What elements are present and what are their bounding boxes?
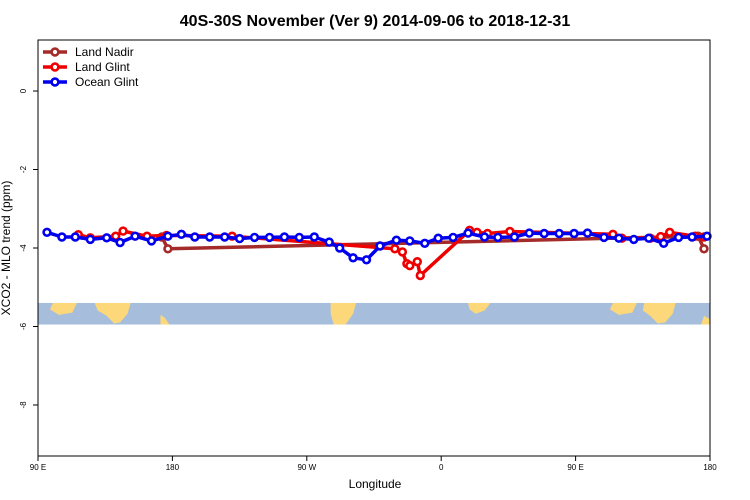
x-tick-label-4: 90 E: [567, 463, 583, 472]
x-tick-label-5: 180: [703, 463, 717, 472]
point-land-glint-11: [412, 257, 422, 267]
point-ocean-glint-31: [493, 232, 503, 243]
point-ocean-glint-4: [101, 233, 112, 243]
point-ocean-glint-26: [420, 238, 430, 249]
x-tick-label-0: 90 E: [30, 463, 46, 472]
point-ocean-glint-14: [249, 232, 260, 243]
point-ocean-glint-15: [264, 232, 275, 243]
point-ocean-glint-10: [190, 232, 200, 242]
point-ocean-glint-20: [335, 243, 345, 253]
new-zealand-land-2: [701, 315, 710, 325]
x-tick-label-3: 0: [439, 463, 444, 472]
y-axis-label: XCO2 - MLO trend (ppm): [0, 181, 13, 316]
point-ocean-glint-23: [375, 241, 385, 251]
point-land-glint-21: [664, 227, 675, 238]
legend-item-ocean-glint: Ocean Glint: [43, 75, 139, 89]
point-ocean-glint-22: [361, 255, 372, 265]
point-ocean-glint-7: [146, 236, 157, 246]
point-ocean-glint-19: [324, 237, 334, 247]
point-land-glint-12: [415, 270, 425, 281]
legend-swatch-marker-land-glint: [50, 62, 60, 72]
legend-swatch-marker-land-nadir: [50, 47, 60, 57]
point-ocean-glint-9: [176, 229, 187, 240]
legend-label-land-nadir: Land Nadir: [75, 45, 134, 59]
y-tick-label-2: -4: [19, 244, 28, 252]
point-ocean-glint-44: [687, 232, 697, 242]
x-tick-label-1: 180: [166, 463, 180, 472]
point-ocean-glint-28: [448, 232, 458, 243]
point-ocean-glint-42: [658, 238, 669, 249]
australia-west-land-2: [609, 302, 637, 315]
y-axis: 0 -2 -4 -6 -8: [19, 88, 38, 409]
x-axis-label: Longitude: [349, 477, 402, 491]
point-ocean-glint-24: [391, 235, 402, 245]
point-ocean-glint-27: [433, 233, 443, 243]
y-tick-label-1: -2: [19, 165, 28, 173]
ocean-band: [38, 302, 710, 325]
series-layer: [42, 225, 712, 281]
point-ocean-glint-6: [130, 231, 140, 241]
point-land-glint-10: [405, 261, 415, 271]
point-ocean-glint-30: [479, 232, 490, 242]
point-land-glint-3: [118, 226, 128, 236]
series-line-ocean-glint: [46, 230, 708, 262]
point-ocean-glint-1: [57, 232, 67, 242]
point-ocean-glint-3: [85, 234, 96, 245]
new-zealand-land: [160, 314, 170, 325]
point-ocean-glint-38: [599, 232, 609, 243]
legend-swatch-marker-ocean-glint: [50, 77, 60, 87]
point-land-nadir-1: [163, 244, 173, 254]
point-ocean-glint-21: [348, 253, 358, 263]
world-map-band: [38, 302, 710, 325]
point-ocean-glint-33: [524, 228, 534, 238]
point-land-glint-7: [390, 244, 400, 254]
point-ocean-glint-11: [205, 232, 215, 242]
point-ocean-glint-39: [614, 233, 624, 243]
point-ocean-glint-16: [279, 232, 290, 242]
point-ocean-glint-40: [629, 234, 639, 245]
point-land-nadir-3: [699, 244, 709, 254]
series-line-land-nadir: [160, 234, 706, 251]
point-ocean-glint-43: [673, 232, 684, 243]
y-tick-label-0: 0: [19, 88, 28, 93]
point-ocean-glint-34: [539, 228, 549, 239]
point-ocean-glint-29: [463, 228, 473, 238]
point-ocean-glint-37: [582, 228, 593, 238]
chart-title: 40S-30S November (Ver 9) 2014-09-06 to 2…: [180, 13, 571, 30]
south-america-land: [330, 302, 357, 325]
legend-label-ocean-glint: Ocean Glint: [75, 75, 139, 89]
point-land-glint-16: [505, 226, 515, 237]
south-africa-land: [468, 302, 491, 314]
point-land-glint-8: [397, 247, 408, 257]
point-ocean-glint-17: [294, 232, 304, 243]
series-ocean-glint: [42, 227, 712, 265]
legend-item-land-nadir: Land Nadir: [43, 45, 134, 59]
point-ocean-glint-41: [644, 233, 654, 243]
point-ocean-glint-32: [509, 232, 520, 242]
australia-west-land: [49, 302, 77, 315]
point-ocean-glint-45: [702, 231, 712, 241]
x-tick-label-2: 90 W: [297, 463, 316, 472]
point-ocean-glint-13: [234, 233, 245, 244]
point-ocean-glint-5: [115, 237, 125, 248]
point-ocean-glint-12: [220, 232, 230, 242]
point-ocean-glint-25: [405, 236, 415, 246]
y-tick-label-3: -6: [19, 322, 28, 330]
y-tick-label-4: -8: [19, 401, 28, 409]
point-ocean-glint-36: [569, 228, 579, 239]
point-ocean-glint-2: [70, 232, 81, 242]
legend-item-land-glint: Land Glint: [43, 60, 130, 74]
australia-east-land-2: [642, 302, 676, 324]
australia-east-land: [94, 302, 131, 324]
point-ocean-glint-0: [42, 227, 52, 238]
point-ocean-glint-35: [554, 228, 564, 239]
point-ocean-glint-18: [309, 232, 319, 242]
point-ocean-glint-8: [163, 231, 173, 241]
x-axis: 90 E 180 90 W 0 90 E 180: [30, 456, 717, 472]
legend-label-land-glint: Land Glint: [75, 60, 130, 74]
